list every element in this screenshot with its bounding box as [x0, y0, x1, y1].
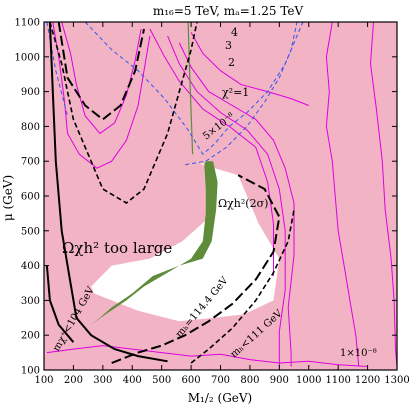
- annotation-1e-8: 1×10⁻⁸: [340, 348, 377, 359]
- higgs-mass-111-contour-lower: [190, 209, 295, 364]
- y-tick-label: 300: [21, 296, 40, 307]
- higgs-mass-111-contour: [49, 22, 198, 204]
- chargino-bound-contour: [48, 22, 168, 363]
- y-tick-label: 1100: [15, 18, 40, 29]
- x-tick-label: 700: [211, 375, 230, 386]
- annotation-chi2-1: χ²=1: [222, 86, 249, 99]
- chargino-bound-contour-lower: [45, 265, 75, 343]
- higgs-mass-114-contour-lower: [111, 174, 281, 364]
- chart-title: m₁₆=5 TeV, mₐ=1.25 TeV: [153, 4, 304, 18]
- annotation-omega-2sigma: Ωχh²(2σ): [218, 197, 268, 210]
- x-axis-label: M₁/₂ (GeV): [188, 391, 252, 405]
- y-tick-label: 900: [21, 87, 40, 98]
- chi2-contour-left2: [61, 22, 142, 135]
- y-axis-label: μ (GeV): [1, 175, 15, 221]
- y-tick-label: 800: [21, 122, 40, 133]
- x-tick-label: 200: [64, 375, 83, 386]
- x-tick-label: 800: [240, 375, 259, 386]
- allowed-region: [91, 161, 280, 322]
- y-tick-label: 400: [21, 261, 40, 272]
- x-tick-label: 400: [123, 375, 142, 386]
- x-axis-ticks: 100 200 300 400 500 600 700 800 900 1000 1100 1200 1…: [34, 22, 410, 386]
- chi2-contour-outer: [325, 22, 360, 367]
- higgs-mass-114-contour: [57, 22, 145, 121]
- y-tick-label: 600: [21, 192, 40, 203]
- chi2-contour-bottom: [46, 345, 368, 367]
- x-tick-label: 100: [34, 375, 53, 386]
- annotation-chi2-3: 3: [225, 39, 232, 52]
- y-tick-label: 100: [21, 366, 40, 377]
- y-axis-ticks: 100 200 300 400 500 600 700 800 900 1000 1100: [15, 18, 397, 377]
- chi2-contour-4: [149, 28, 274, 276]
- chi2-contour-2: [178, 42, 295, 367]
- annotation-chi2-4: 4: [231, 26, 238, 39]
- x-tick-label: 300: [93, 375, 112, 386]
- green-vertical-line: [187, 22, 194, 155]
- chi2-contour-outer2: [369, 22, 397, 367]
- chi2-contour-left1: [52, 22, 151, 169]
- x-tick-label: 900: [270, 375, 289, 386]
- y-tick-label: 1000: [15, 52, 40, 63]
- chi2-contour-3: [167, 35, 286, 367]
- x-tick-label: 1200: [355, 375, 380, 386]
- y-tick-label: 200: [21, 331, 40, 342]
- y-tick-label: 500: [21, 226, 40, 237]
- x-tick-label: 500: [152, 375, 171, 386]
- annotation-omega-too-large: Ωχh² too large: [62, 239, 172, 257]
- annotation-chi2-2: 2: [228, 56, 235, 69]
- chi2-contour-1: [190, 32, 309, 106]
- y-tick-label: 700: [21, 157, 40, 168]
- x-tick-label: 1100: [325, 375, 350, 386]
- x-tick-label: 600: [182, 375, 201, 386]
- x-tick-label: 1000: [296, 375, 321, 386]
- x-tick-label: 1300: [384, 375, 409, 386]
